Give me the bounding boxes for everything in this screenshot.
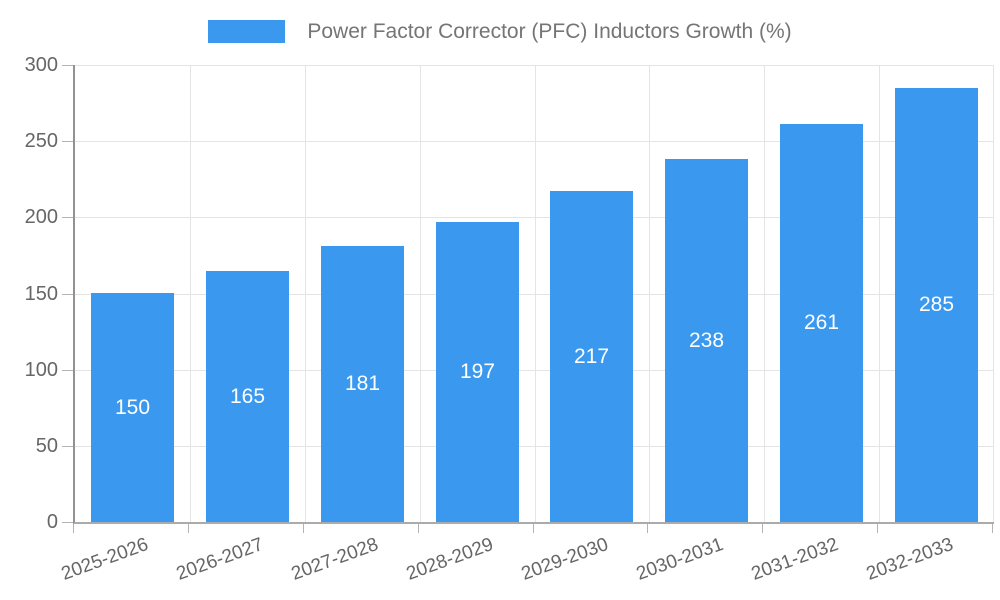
y-tick-label: 0	[46, 511, 58, 533]
legend-label: Power Factor Corrector (PFC) Inductors G…	[307, 20, 792, 43]
bar[interactable]: 150	[91, 293, 174, 522]
bar[interactable]: 165	[206, 271, 289, 522]
x-axis-label: 2031-2032	[748, 534, 842, 585]
x-axis-label: 2026-2027	[173, 534, 267, 585]
y-tick-mark	[62, 446, 73, 447]
x-tick-mark	[418, 524, 419, 533]
x-axis-label: 2030-2031	[633, 534, 727, 585]
gridline-h	[75, 141, 994, 142]
gridline-h	[75, 65, 994, 66]
x-axis-label: 2028-2029	[403, 534, 497, 585]
bar[interactable]: 217	[550, 191, 633, 522]
bar-value-label: 285	[918, 293, 955, 316]
y-tick-mark	[62, 141, 73, 142]
x-tick-mark	[992, 524, 993, 533]
gridline-v	[535, 65, 536, 522]
x-tick-mark	[73, 524, 74, 533]
bar-value-label: 217	[573, 344, 610, 368]
gridline-v	[879, 65, 880, 522]
bar-value-label: 261	[803, 311, 840, 334]
gridline-h	[75, 294, 994, 295]
y-tick-label: 200	[24, 206, 58, 228]
plot-area: 150 165 181 197 217 238 261 285	[73, 65, 994, 524]
legend[interactable]: Power Factor Corrector (PFC) Inductors G…	[0, 20, 1000, 43]
legend-swatch	[208, 20, 286, 43]
bar[interactable]: 181	[321, 246, 404, 522]
gridline-v	[993, 65, 994, 522]
y-tick-label: 50	[35, 435, 58, 457]
bar-value-label: 165	[229, 384, 266, 408]
gridline-v	[305, 65, 306, 522]
gridline-h	[75, 217, 994, 218]
bar-value-label: 181	[344, 372, 381, 395]
y-tick-mark	[62, 65, 73, 66]
x-axis-label: 2027-2028	[288, 534, 382, 585]
bar-value-label: 197	[459, 360, 496, 383]
y-tick-label: 300	[24, 54, 58, 76]
x-tick-mark	[188, 524, 189, 533]
bar[interactable]: 285	[895, 88, 978, 522]
gridline-v	[764, 65, 765, 522]
y-tick-mark	[62, 294, 73, 295]
bar-value-label: 238	[688, 328, 725, 352]
x-axis-label: 2029-2030	[518, 534, 612, 585]
x-axis-label: 2025-2026	[58, 534, 152, 585]
y-tick-label: 100	[24, 359, 58, 381]
y-tick-mark	[62, 370, 73, 371]
bar[interactable]: 238	[665, 159, 748, 522]
y-tick-mark	[62, 522, 73, 523]
x-tick-mark	[303, 524, 304, 533]
gridline-v	[190, 65, 191, 522]
x-tick-mark	[877, 524, 878, 533]
x-tick-mark	[647, 524, 648, 533]
y-tick-label: 250	[24, 130, 58, 152]
gridline-v	[649, 65, 650, 522]
bar[interactable]: 261	[780, 124, 863, 522]
gridline-h	[75, 446, 994, 447]
y-tick-label: 150	[24, 283, 58, 305]
gridline-v	[420, 65, 421, 522]
gridline-h	[75, 370, 994, 371]
x-axis-label: 2032-2033	[863, 534, 957, 585]
bar[interactable]: 197	[436, 222, 519, 522]
bar-value-label: 150	[114, 395, 151, 419]
x-tick-mark	[762, 524, 763, 533]
x-tick-mark	[533, 524, 534, 533]
y-tick-mark	[62, 217, 73, 218]
